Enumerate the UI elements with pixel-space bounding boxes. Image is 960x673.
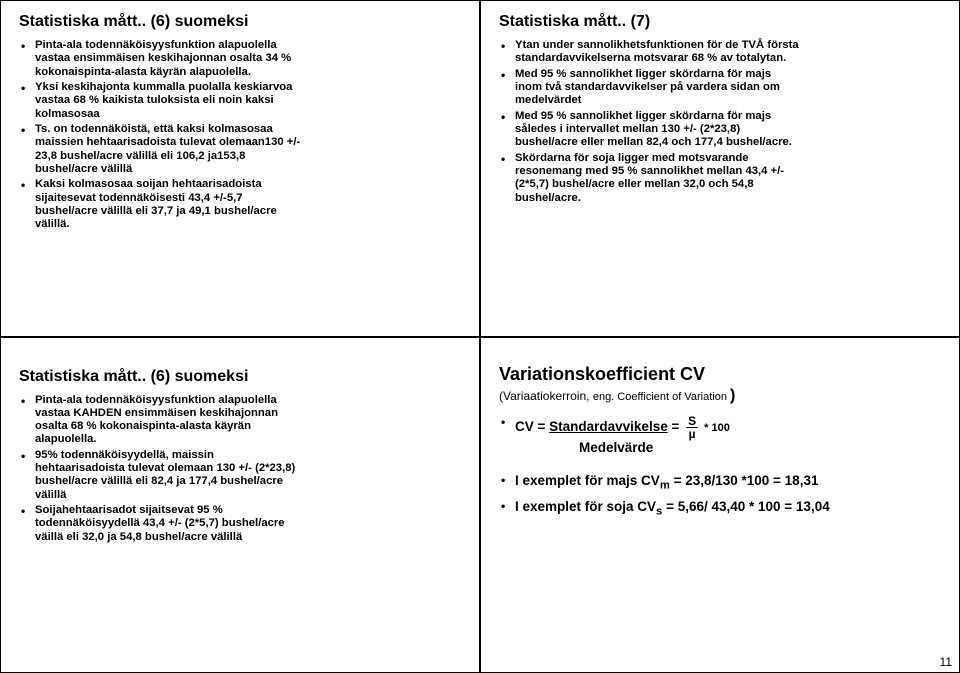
list-item: Yksi keskihajonta kummalla puolalla kesk… bbox=[21, 81, 301, 121]
sub-close: ) bbox=[730, 387, 735, 404]
list-item: Ts. on todennäköistä, että kaksi kolmaso… bbox=[21, 123, 301, 176]
list-item: Soijahehtaarisadot sijaitsevat 95 % tode… bbox=[21, 504, 301, 544]
cv-tail: * 100 bbox=[701, 422, 730, 434]
list-item: Pinta-ala todennäköisyysfunktion alapuol… bbox=[21, 39, 301, 79]
list-item: Med 95 % sannolikhet ligger skördarna fö… bbox=[501, 68, 801, 108]
cv-top: Standardavvikelse bbox=[549, 419, 668, 434]
list-item: Kaksi kolmasosaa soijan hehtaarisadoista… bbox=[21, 178, 301, 231]
list-item: I exemplet för majs CVm = 23,8/130 *100 … bbox=[501, 471, 941, 495]
page-number: 11 bbox=[940, 655, 952, 669]
bullet-list: Pinta-ala todennäköisyysfunktion alapuol… bbox=[19, 39, 301, 232]
slide-title: Statistiska mått.. (6) suomeksi bbox=[19, 13, 461, 31]
slide-top-left: Statistiska mått.. (6) suomeksi Pinta-al… bbox=[0, 0, 480, 337]
frac-den: µ bbox=[686, 428, 698, 440]
cv-label: CV = bbox=[515, 419, 549, 434]
bullet-list: Pinta-ala todennäköisyysfunktion alapuol… bbox=[19, 394, 301, 545]
list-item: Pinta-ala todennäköisyysfunktion alapuol… bbox=[21, 394, 301, 447]
ex1-b: = 23,8/130 *100 = 18,31 bbox=[670, 473, 819, 488]
list-item: 95% todennäköisyydellä, maissin hehtaari… bbox=[21, 449, 301, 502]
list-item: CV = Standardavvikelse = Sµ * 100 Medelv… bbox=[501, 415, 941, 456]
ex1-sub: m bbox=[660, 480, 670, 492]
slide-top-right: Statistiska mått.. (7) Ytan under sannol… bbox=[480, 0, 960, 337]
frac-num: S bbox=[686, 415, 698, 428]
cv-list: CV = Standardavvikelse = Sµ * 100 Medelv… bbox=[499, 415, 941, 456]
cv-eq: = bbox=[668, 419, 683, 434]
slide-title: Statistiska mått.. (6) suomeksi bbox=[19, 368, 461, 386]
cv-fraction: Sµ bbox=[686, 415, 698, 440]
cv-subtitle: (Variaatiokerroin, eng. Coefficient of V… bbox=[499, 387, 941, 405]
ex1-a: I exemplet för majs CV bbox=[515, 473, 660, 488]
bullet-list: Ytan under sannolikhetsfunktionen för de… bbox=[499, 39, 801, 205]
ex2-b: = 5,66/ 43,40 * 100 = 13,04 bbox=[662, 499, 829, 514]
ex2-a: I exemplet för soja CV bbox=[515, 499, 656, 514]
sub-eng: eng. Coefficient of Variation bbox=[593, 391, 730, 403]
cv-med: Medelvärde bbox=[579, 440, 941, 456]
slide-title: Statistiska mått.. (7) bbox=[499, 13, 941, 31]
list-item: I exemplet för soja CVs = 5,66/ 43,40 * … bbox=[501, 497, 941, 521]
slide-bottom-left: Statistiska mått.. (6) suomeksi Pinta-al… bbox=[0, 337, 480, 673]
list-item: Med 95 % sannolikhet ligger skördarna fö… bbox=[501, 110, 801, 150]
slide-bottom-right: Variationskoefficient CV (Variaatiokerro… bbox=[480, 337, 960, 673]
slide-grid: Statistiska mått.. (6) suomeksi Pinta-al… bbox=[0, 0, 960, 673]
sub-part: (Variaatiokerroin, bbox=[499, 389, 593, 403]
list-item: Ytan under sannolikhetsfunktionen för de… bbox=[501, 39, 801, 66]
cv-title: Variationskoefficient CV bbox=[499, 364, 941, 385]
cv-examples: I exemplet för majs CVm = 23,8/130 *100 … bbox=[499, 471, 941, 520]
list-item: Skördarna för soja ligger med motsvarand… bbox=[501, 152, 801, 205]
